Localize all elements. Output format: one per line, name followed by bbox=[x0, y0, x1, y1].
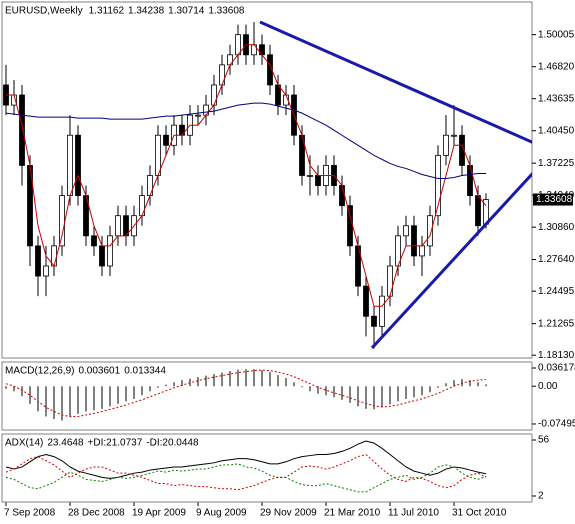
x-tick-label: 19 Apr 2009 bbox=[132, 508, 186, 519]
indicator-line bbox=[5, 463, 487, 493]
y-tick-label: 1.27640 bbox=[538, 254, 575, 265]
candle-body bbox=[123, 215, 129, 237]
x-tick-label: 29 Nov 2009 bbox=[260, 508, 317, 519]
candle-body bbox=[307, 175, 313, 177]
candle-body bbox=[163, 134, 169, 146]
indicator-line bbox=[5, 102, 486, 179]
y-tick-label: 1.24495 bbox=[538, 286, 575, 297]
candle-body bbox=[403, 225, 409, 237]
candle-body bbox=[347, 205, 353, 247]
plot-area bbox=[3, 20, 532, 349]
candle-body bbox=[51, 245, 57, 267]
indicator-readout: 23.4648 bbox=[47, 438, 84, 449]
indicator-title: ADX(14) bbox=[5, 438, 43, 449]
y-tick-label: 1.50005 bbox=[538, 29, 575, 40]
candle-body bbox=[155, 134, 161, 176]
candle-body bbox=[451, 134, 457, 137]
x-tick-label: 31 Oct 2010 bbox=[452, 508, 507, 519]
candle-body bbox=[275, 84, 281, 106]
candle-body bbox=[387, 265, 393, 297]
candle-body bbox=[35, 245, 41, 277]
trendline bbox=[259, 20, 532, 144]
y-tick-label: 1.30860 bbox=[538, 222, 575, 233]
candle-body bbox=[219, 64, 225, 86]
x-tick-label: 7 Sep 2008 bbox=[4, 508, 56, 519]
x-tick-label: 9 Aug 2009 bbox=[196, 508, 247, 519]
indicator-line bbox=[5, 369, 487, 417]
y-tick-label: 1.37225 bbox=[538, 158, 575, 169]
candle-body bbox=[339, 185, 345, 207]
y-tick-label: 1.43635 bbox=[538, 93, 575, 104]
candle-body bbox=[379, 295, 385, 327]
indicator-line bbox=[5, 440, 487, 479]
y-tick-label: 2 bbox=[538, 491, 544, 502]
candle-body bbox=[411, 225, 417, 257]
candle-body bbox=[43, 265, 49, 277]
candle-body bbox=[147, 175, 153, 196]
candle-body bbox=[75, 134, 81, 196]
last-price-box bbox=[533, 193, 573, 206]
indicator-readout: -DI:20.0448 bbox=[146, 438, 199, 449]
candle-body bbox=[419, 245, 425, 257]
candle-body bbox=[315, 175, 321, 186]
candle-body bbox=[211, 84, 217, 106]
indicator-title: MACD(12,26,9) bbox=[5, 366, 74, 377]
candle-body bbox=[139, 195, 145, 217]
ohlc-readout: 1.34238 bbox=[128, 6, 165, 17]
candle-body bbox=[467, 165, 473, 196]
y-tick-label: 1.40450 bbox=[538, 125, 575, 136]
plot-area bbox=[5, 440, 487, 493]
chart-title: EURUSD,Weekly bbox=[5, 6, 83, 17]
candle-body bbox=[235, 34, 241, 56]
x-tick-label: 11 Jul 2010 bbox=[388, 508, 439, 519]
candle-body bbox=[435, 154, 441, 217]
last-price-label: 1.33608 bbox=[536, 194, 573, 205]
candle-body bbox=[371, 315, 377, 327]
indicator-line bbox=[5, 453, 487, 491]
y-tick-label: 56 bbox=[538, 435, 550, 446]
x-tick-label: 28 Dec 2008 bbox=[68, 508, 125, 519]
indicator-readout: +DI:21.0737 bbox=[88, 438, 143, 449]
candle-body bbox=[107, 235, 113, 267]
candle-body bbox=[59, 195, 65, 247]
candle-body bbox=[91, 235, 97, 247]
y-tick-label: 0.00 bbox=[538, 381, 558, 392]
indicator-readout: 0.003601 bbox=[78, 366, 120, 377]
candle-body bbox=[443, 134, 449, 156]
ohlc-readout: 1.33608 bbox=[208, 6, 245, 17]
y-tick-label: -0.07495 bbox=[538, 419, 575, 430]
indicator-readout: 0.013344 bbox=[124, 366, 166, 377]
candle-body bbox=[67, 134, 73, 196]
plot-area bbox=[5, 369, 487, 421]
candle-body bbox=[195, 114, 201, 117]
y-tick-label: 1.46820 bbox=[538, 61, 575, 72]
y-tick-label: 0.036178 bbox=[538, 363, 575, 374]
trendline bbox=[370, 171, 532, 349]
candle-body bbox=[475, 195, 481, 227]
candle-body bbox=[363, 285, 369, 317]
x-tick-label: 21 Mar 2010 bbox=[324, 508, 381, 519]
y-tick-label: 1.21265 bbox=[538, 318, 575, 329]
indicator-line bbox=[6, 44, 487, 307]
candle-body bbox=[99, 245, 105, 267]
candle-body bbox=[19, 94, 25, 166]
ohlc-readout: 1.31162 bbox=[89, 6, 125, 17]
y-tick-label: 1.18130 bbox=[538, 350, 575, 361]
candle-body bbox=[427, 215, 433, 247]
ohlc-readout: 1.30714 bbox=[168, 6, 205, 17]
candle-body bbox=[115, 215, 121, 237]
